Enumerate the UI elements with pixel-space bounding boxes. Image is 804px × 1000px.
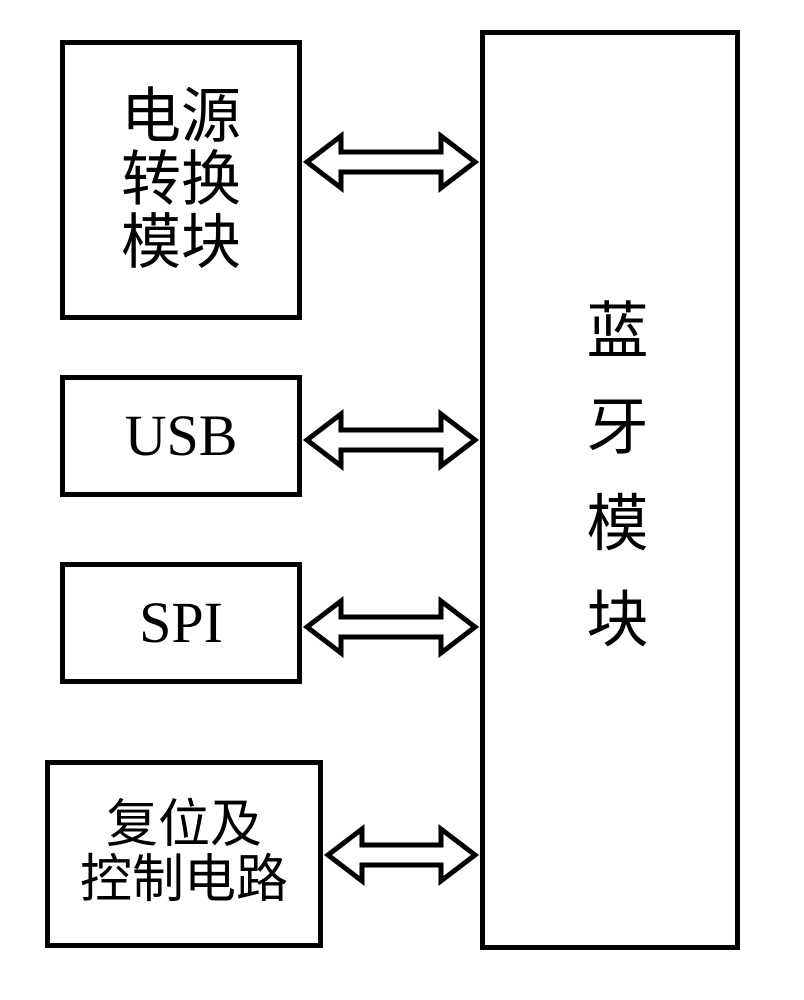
arrow-power-bt (307, 136, 475, 188)
arrow-spi-bt (307, 601, 475, 653)
node-reset-label: 复位及 控制电路 (80, 799, 288, 908)
node-power-label: 电源 转换 模块 (121, 86, 241, 275)
node-reset: 复位及 控制电路 (45, 760, 323, 948)
node-usb-label: USB (125, 406, 238, 467)
node-power: 电源 转换 模块 (60, 40, 302, 320)
arrow-reset-bt (328, 829, 475, 881)
node-bt: 蓝牙模块 (480, 30, 740, 950)
diagram-canvas: 电源 转换 模块 USB SPI 复位及 控制电路 蓝牙模块 (0, 0, 804, 1000)
arrow-usb-bt (307, 414, 475, 466)
node-spi: SPI (60, 562, 302, 684)
node-bt-label: 蓝牙模块 (577, 298, 642, 682)
node-usb: USB (60, 375, 302, 497)
node-spi-label: SPI (139, 593, 223, 654)
